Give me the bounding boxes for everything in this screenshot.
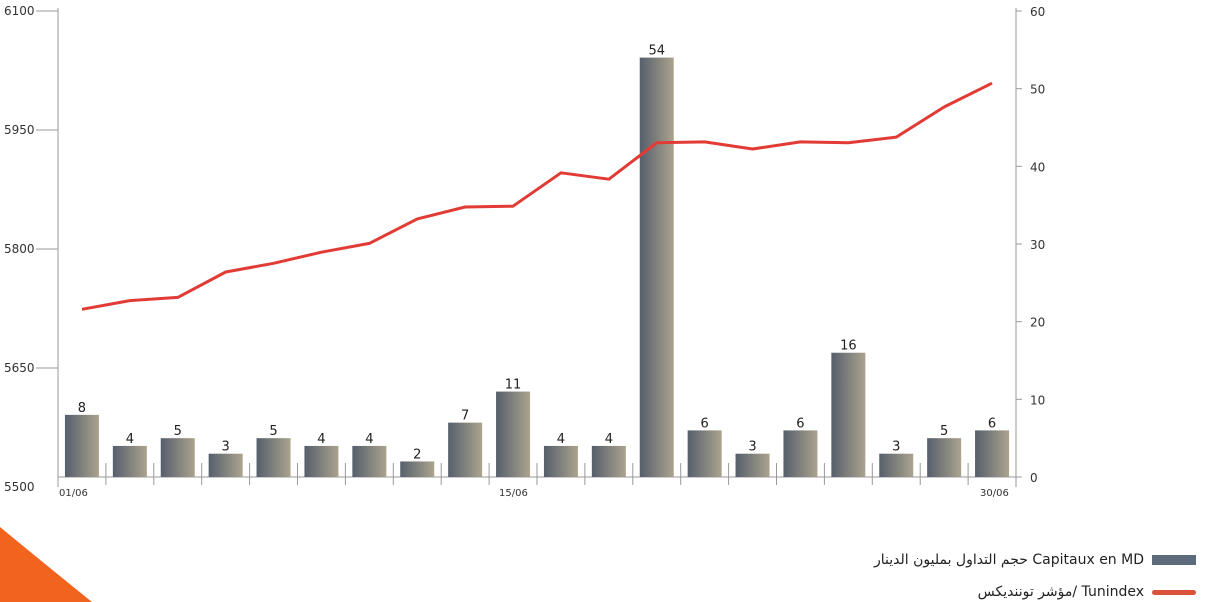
bar (735, 453, 770, 477)
y-right-tick-label: 60 (1030, 5, 1045, 19)
y-left-tick-label: 6100 (4, 4, 35, 18)
bar-value-label: 4 (126, 432, 134, 447)
bar-value-label: 5 (174, 424, 182, 439)
legend-item-tunindex: مؤشر توننديكس/ Tunindex (978, 584, 1196, 600)
bar (591, 445, 626, 477)
orange-corner-decoration (0, 527, 92, 602)
bar-series (64, 57, 1010, 477)
bar-value-label: 6 (701, 416, 709, 431)
bar (400, 461, 435, 477)
bar (639, 57, 674, 477)
bar (112, 445, 147, 477)
bar-value-label: 54 (648, 44, 665, 59)
bar (304, 445, 339, 477)
x-tick-label: 01/06 (59, 488, 88, 499)
bar-value-label: 2 (413, 447, 421, 462)
bar-value-label: 4 (605, 432, 613, 447)
bar (352, 445, 387, 477)
bar-value-label: 4 (317, 432, 325, 447)
tick-labels: 5500 5650 5800 5950 6100 0 10 20 30 40 50 60 01/06 15… (4, 4, 1045, 499)
x-tick-label: 30/06 (980, 488, 1009, 499)
y-right-tick-label: 0 (1030, 471, 1038, 485)
bar-value-label: 4 (557, 432, 565, 447)
legend-label-tunindex: مؤشر توننديكس/ Tunindex (977, 584, 1144, 600)
grid-lines (36, 10, 1022, 478)
bar-value-label: 11 (505, 378, 522, 393)
y-right-tick-label: 20 (1030, 316, 1045, 330)
bar-value-label: 3 (892, 440, 900, 455)
bar (927, 438, 962, 477)
y-right-tick-label: 10 (1030, 393, 1045, 407)
bar-value-label: 8 (78, 401, 86, 416)
bar (543, 445, 578, 477)
legend-bar-swatch (1152, 555, 1196, 565)
bar (975, 430, 1010, 477)
y-right-tick-label: 50 (1030, 83, 1045, 97)
bar (160, 438, 195, 477)
bar-value-label: 16 (840, 339, 857, 354)
tunindex-line (81, 81, 993, 311)
bar (64, 414, 99, 477)
y-left-tick-label: 5800 (4, 242, 35, 256)
bar (879, 453, 914, 477)
bar (831, 352, 866, 477)
bar (783, 430, 818, 477)
bar-value-label: 5 (940, 424, 948, 439)
y-left-tick-label: 5950 (4, 123, 35, 137)
bar-value-label: 3 (222, 440, 230, 455)
x-tick-label: 15/06 (499, 488, 528, 499)
axes (57, 8, 1017, 487)
bar (448, 422, 483, 477)
legend-label-capitaux: حجم التداول بمليون الدينار Capitaux en M… (874, 552, 1144, 568)
y-left-tick-label: 5500 (4, 480, 35, 494)
line-series (81, 81, 993, 311)
bar (496, 391, 531, 477)
bar-value-label: 5 (269, 424, 277, 439)
bar-value-label: 6 (796, 416, 804, 431)
legend-line-swatch (1152, 589, 1196, 595)
y-right-tick-label: 40 (1030, 160, 1045, 174)
legend-item-capitaux: حجم التداول بمليون الدينار Capitaux en M… (874, 552, 1196, 568)
bar (256, 438, 291, 477)
bar-value-label: 4 (365, 432, 373, 447)
bar-value-label: 7 (461, 409, 469, 424)
bar (687, 430, 722, 477)
y-right-tick-label: 30 (1030, 238, 1045, 252)
bar (208, 453, 243, 477)
bar-value-label: 6 (988, 416, 996, 431)
y-left-tick-label: 5650 (4, 361, 35, 375)
bar-value-label: 3 (748, 440, 756, 455)
